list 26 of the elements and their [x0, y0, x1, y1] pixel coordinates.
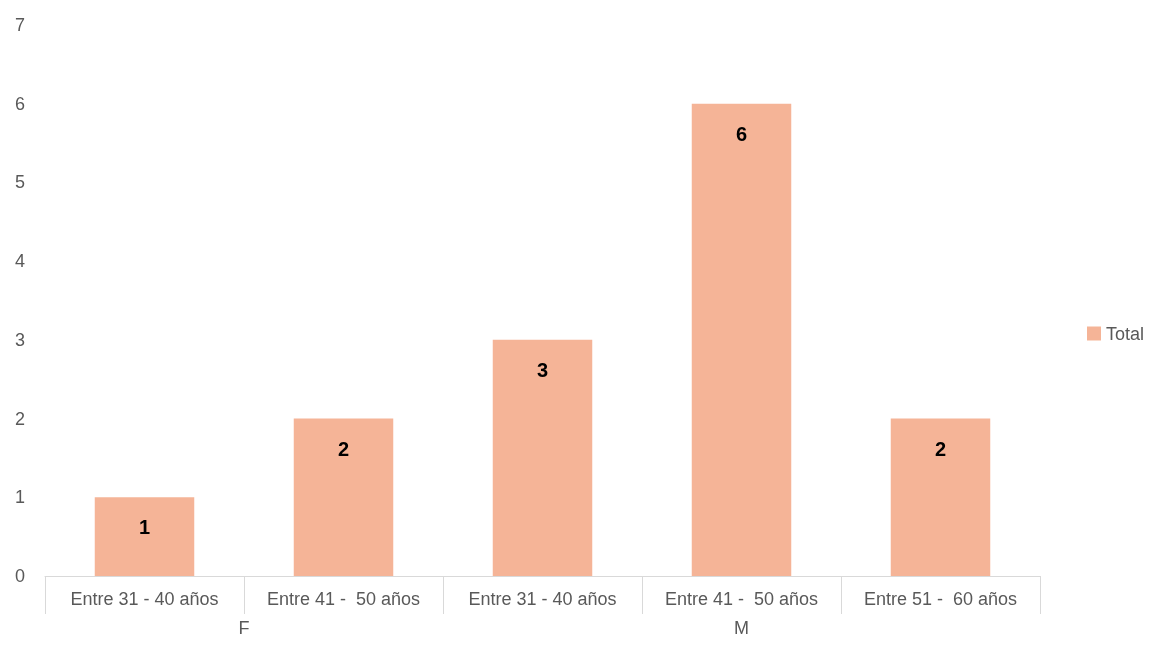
y-tick-label: 1 [14, 487, 25, 508]
x-tick-label: Entre 41 - 50 años [266, 589, 421, 609]
data-label: 3 [536, 358, 549, 381]
x-tick-label: Entre 51 - 60 años [863, 589, 1018, 609]
bar [94, 497, 195, 576]
y-tick-label: 5 [14, 172, 25, 193]
bar [890, 418, 991, 576]
legend-label: Total [1105, 323, 1145, 344]
text: M [734, 618, 749, 638]
data-label: 2 [934, 437, 947, 460]
x-tick-label: Entre 41 - 50 años [664, 589, 819, 609]
y-tick-label: 0 [14, 566, 25, 586]
text: F [238, 618, 250, 638]
y-tick-label: 7 [14, 15, 25, 35]
bar [293, 418, 394, 576]
y-tick-label: 4 [14, 251, 25, 272]
x-tick-label: Entre 31 - 40 años [468, 589, 617, 609]
data-label: 1 [138, 516, 151, 539]
y-tick-label: 6 [14, 93, 25, 114]
y-tick-label: 3 [14, 329, 25, 350]
bar [691, 103, 792, 576]
bar [492, 339, 593, 576]
data-label: 2 [337, 437, 350, 460]
x-tick-label: Entre 31 - 40 años [70, 589, 219, 609]
y-tick-label: 2 [14, 408, 25, 429]
data-label: 6 [735, 122, 748, 145]
